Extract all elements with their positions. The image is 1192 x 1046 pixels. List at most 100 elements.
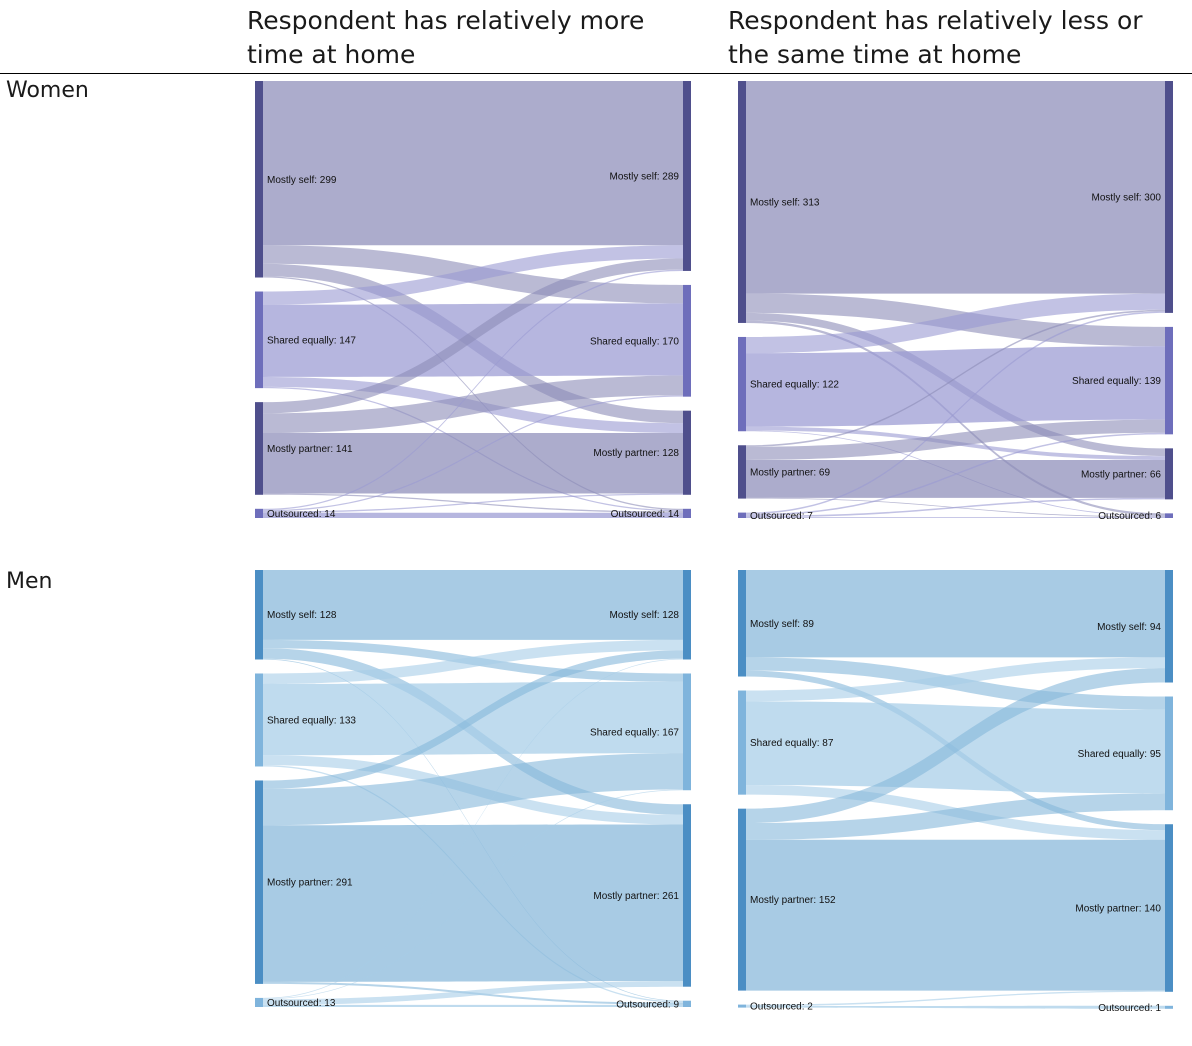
flow-mostly-partner-to-mostly-partner (263, 824, 683, 982)
left-node-label: Outsourced: 14 (267, 509, 336, 520)
right-node-outsourced (1165, 1005, 1173, 1009)
left-node-label: Mostly partner: 152 (750, 895, 836, 906)
left-node-shared-equally (738, 690, 746, 795)
flow-shared-equally-to-mostly-self (746, 293, 1165, 354)
flow-group (263, 570, 683, 1007)
flow-shared-equally-to-mostly-self (746, 657, 1165, 702)
flow-outsourced-to-outsourced (263, 1004, 683, 1007)
left-node-label: Shared equally: 122 (750, 380, 839, 391)
flow-group (746, 570, 1165, 1009)
flow-shared-equally-to-mostly-self (263, 245, 683, 305)
right-node-label: Mostly partner: 140 (1075, 904, 1161, 915)
right-node-mostly-partner (1165, 448, 1173, 500)
flow-mostly-self-to-mostly-self (746, 570, 1165, 658)
right-node-label: Shared equally: 170 (590, 336, 679, 347)
right-node-label: Mostly self: 94 (1097, 622, 1161, 633)
flow-outsourced-to-outsourced (746, 1005, 1165, 1009)
right-node-label: Shared equally: 95 (1078, 749, 1162, 760)
left-node-label: Mostly partner: 291 (267, 878, 353, 889)
left-node-outsourced (738, 1004, 746, 1008)
right-node-mostly-partner (683, 804, 691, 987)
flow-mostly-self-to-outsourced (263, 276, 683, 511)
flow-group (746, 81, 1165, 518)
right-node-label: Outsourced: 1 (1098, 1003, 1161, 1014)
right-node-shared-equally (683, 284, 691, 397)
right-node-label: Mostly self: 289 (610, 171, 680, 182)
right-node-shared-equally (1165, 326, 1173, 435)
right-node-mostly-partner (1165, 824, 1173, 992)
left-node-label: Outsourced: 2 (750, 1002, 813, 1013)
left-node-label: Mostly partner: 69 (750, 467, 830, 478)
column-header-less-time: Respondent has relatively less or the sa… (728, 6, 1143, 69)
right-node-label: Mostly partner: 261 (593, 891, 679, 902)
flow-mostly-partner-to-shared-equally (263, 753, 683, 826)
flow-shared-equally-to-shared-equally (746, 346, 1165, 427)
right-node-label: Outsourced: 6 (1098, 511, 1161, 522)
left-node-mostly-self (738, 81, 746, 323)
flow-outsourced-to-mostly-partner (263, 493, 683, 513)
row-label-women: Women (6, 78, 89, 103)
flow-outsourced-to-mostly-self (263, 269, 683, 511)
left-node-label: Mostly self: 89 (750, 619, 814, 630)
right-node-mostly-self (1165, 570, 1173, 683)
flow-mostly-partner-to-mostly-self (263, 258, 683, 414)
right-node-mostly-partner (683, 410, 691, 495)
right-node-shared-equally (1165, 696, 1173, 811)
left-node-outsourced (255, 508, 263, 518)
flow-mostly-partner-to-mostly-self (746, 309, 1165, 447)
flow-mostly-partner-to-mostly-partner (263, 433, 683, 494)
flow-mostly-partner-to-mostly-self (746, 668, 1165, 824)
left-node-label: Mostly self: 313 (750, 197, 820, 208)
right-node-label: Shared equally: 167 (590, 727, 679, 738)
right-node-label: Mostly self: 128 (610, 610, 680, 621)
left-node-mostly-partner (738, 445, 746, 499)
left-node-outsourced (255, 997, 263, 1007)
left-node-label: Shared equally: 147 (267, 335, 356, 346)
flow-mostly-self-to-mostly-self (746, 81, 1165, 294)
flow-mostly-partner-to-shared-equally (746, 419, 1165, 460)
left-node-shared-equally (255, 291, 263, 389)
flow-shared-equally-to-mostly-self (263, 639, 683, 684)
right-node-outsourced (683, 1000, 691, 1007)
right-node-mostly-self (683, 570, 691, 660)
flow-outsourced-to-shared-equally (746, 432, 1165, 516)
right-node-label: Mostly partner: 66 (1081, 469, 1161, 480)
flow-group (263, 81, 683, 518)
left-node-mostly-partner (738, 808, 746, 991)
column-header-more-time: Respondent has relatively more time at h… (247, 6, 645, 69)
right-node-outsourced (683, 508, 691, 518)
left-node-label: Mostly self: 128 (267, 610, 337, 621)
left-node-label: Shared equally: 133 (267, 715, 356, 726)
flow-outsourced-to-outsourced (746, 517, 1165, 518)
flow-outsourced-to-mostly-partner (746, 990, 1165, 1007)
left-node-shared-equally (738, 336, 746, 432)
flow-outsourced-to-mostly-partner (746, 497, 1165, 518)
flow-mostly-partner-to-mostly-self (263, 650, 683, 789)
left-node-label: Shared equally: 87 (750, 738, 834, 749)
flow-outsourced-to-shared-equally (263, 395, 683, 512)
flow-outsourced-to-mostly-partner (263, 981, 683, 1005)
left-node-label: Outsourced: 13 (267, 998, 336, 1009)
flow-outsourced-to-shared-equally (263, 789, 683, 1000)
flow-outsourced-to-mostly-self (746, 311, 1165, 515)
right-node-label: Mostly partner: 128 (593, 448, 679, 459)
left-node-label: Mostly partner: 141 (267, 444, 353, 455)
flow-outsourced-to-mostly-self (263, 658, 683, 999)
flow-mostly-self-to-mostly-self (263, 81, 683, 246)
left-node-label: Outsourced: 7 (750, 511, 813, 522)
right-node-mostly-self (683, 81, 691, 271)
flow-mostly-partner-to-mostly-partner (746, 839, 1165, 991)
left-node-outsourced (738, 512, 746, 518)
right-node-mostly-self (1165, 81, 1173, 313)
left-node-mostly-self (255, 570, 263, 660)
left-node-shared-equally (255, 673, 263, 767)
flow-outsourced-to-outsourced (263, 512, 683, 518)
left-node-mostly-partner (255, 402, 263, 495)
left-node-mostly-partner (255, 780, 263, 984)
right-node-label: Outsourced: 9 (616, 999, 679, 1010)
right-node-label: Shared equally: 139 (1072, 376, 1161, 387)
